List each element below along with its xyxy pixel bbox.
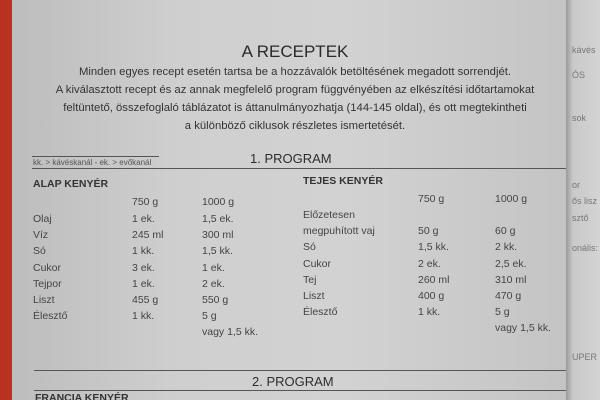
edge-text-fragment: sztő: [572, 213, 589, 223]
ingredient-amount: 3 ek.: [132, 261, 155, 274]
recipe-page: A RECEPTEK Minden egyes recept esetén ta…: [12, 0, 568, 400]
column-header: 750 g: [418, 193, 445, 205]
ingredient-amount: 1 kk.: [132, 310, 155, 323]
program-heading: 1. PROGRAM: [250, 151, 332, 166]
abbreviation-legend: kk. > kávéskanál - ek. > evőkanál: [33, 158, 152, 167]
ingredient-amount: 1 ek.: [132, 277, 155, 290]
ingredient-name: Cukor: [303, 257, 332, 270]
intro-line: Minden egyes recept esetén tartsa be a h…: [78, 66, 512, 78]
ingredient-amount: 470 g: [495, 290, 522, 302]
ingredient-name: Élesztő: [33, 310, 68, 323]
divider: [32, 156, 159, 157]
ingredient-name: Cukor: [33, 261, 62, 274]
edge-text-fragment: UPER: [572, 352, 598, 362]
ingredient-name: Só: [303, 241, 316, 254]
ingredient-amount: vagy 1,5 kk.: [202, 326, 259, 339]
intro-line: a különböző ciklusok részletes ismerteté…: [184, 120, 406, 132]
column-header: 750 g: [132, 196, 159, 208]
ingredient-amount: 1,5 kk.: [202, 245, 233, 258]
edge-text-fragment: onális:: [572, 243, 599, 253]
ingredient-name: Tej: [303, 273, 317, 286]
recipe-title: FRANCIA KENYÉR: [35, 392, 129, 400]
ingredient-amount: 2,5 ek.: [495, 257, 527, 270]
ingredient-name: Liszt: [303, 290, 325, 302]
edge-text-fragment: ős lisz: [572, 196, 598, 206]
ingredient-name: megpuhított vaj: [303, 225, 375, 238]
ingredient-name: Só: [33, 245, 46, 258]
ingredient-amount: 1 ek.: [132, 213, 155, 225]
ingredient-amount: 400 g: [418, 290, 445, 302]
ingredient-amount: 260 ml: [418, 273, 450, 286]
ingredient-amount: 310 ml: [495, 273, 527, 286]
intro-line: feltüntető, összefoglaló táblázatot is á…: [63, 102, 527, 114]
edge-text-fragment: ÓS: [572, 70, 586, 80]
ingredient-name: Előzetesen: [303, 209, 355, 221]
divider: [34, 370, 568, 371]
edge-text-fragment: kávés: [572, 45, 596, 55]
ingredient-amount: 2 kk.: [495, 241, 518, 254]
ingredient-amount: 455 g: [132, 294, 159, 306]
ingredient-amount: 1 ek.: [202, 261, 225, 274]
ingredient-amount: 245 ml: [132, 229, 164, 242]
ingredient-amount: 1,5 ek.: [202, 213, 234, 225]
ingredient-name: Tejpor: [33, 277, 62, 290]
recipe-title: TEJES KENYÉR: [303, 175, 383, 187]
edge-text-fragment: or: [572, 180, 581, 190]
ingredient-amount: 60 g: [495, 225, 516, 238]
column-header: 1000 g: [202, 196, 235, 208]
column-header: 1000 g: [495, 193, 528, 205]
ingredient-amount: 1 kk.: [132, 245, 155, 258]
ingredient-name: Liszt: [33, 294, 55, 306]
ingredient-amount: 5 g: [495, 306, 510, 319]
ingredient-amount: 300 ml: [202, 229, 234, 242]
program-heading: 2. PROGRAM: [252, 374, 334, 389]
edge-text-fragment: sok: [572, 113, 587, 123]
recipe-title: ALAP KENYÉR: [33, 178, 109, 190]
divider: [34, 390, 568, 391]
ingredient-amount: vagy 1,5 kk.: [495, 322, 552, 335]
ingredient-amount: 50 g: [418, 225, 439, 238]
page-title: A RECEPTEK: [241, 42, 349, 61]
next-page-edge: kávés ÓS sok or ős lisz sztő onális: UPER: [566, 0, 600, 400]
ingredient-amount: 550 g: [202, 294, 229, 306]
ingredient-amount: 1,5 kk.: [418, 241, 449, 254]
intro-line: A kiválasztott recept és az annak megfel…: [55, 84, 535, 96]
ingredient-name: Víz: [33, 229, 49, 242]
ingredient-name: Olaj: [33, 213, 52, 225]
ingredient-amount: 5 g: [202, 310, 217, 323]
ingredient-name: Élesztő: [303, 306, 338, 319]
ingredient-amount: 2 ek.: [202, 277, 225, 290]
ingredient-amount: 2 ek.: [418, 257, 441, 270]
ingredient-amount: 1 kk.: [418, 306, 441, 319]
divider: [32, 168, 567, 169]
